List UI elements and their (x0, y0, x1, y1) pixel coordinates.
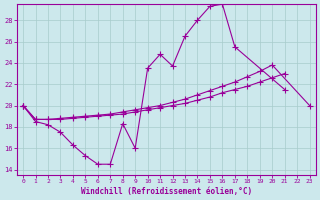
X-axis label: Windchill (Refroidissement éolien,°C): Windchill (Refroidissement éolien,°C) (81, 187, 252, 196)
